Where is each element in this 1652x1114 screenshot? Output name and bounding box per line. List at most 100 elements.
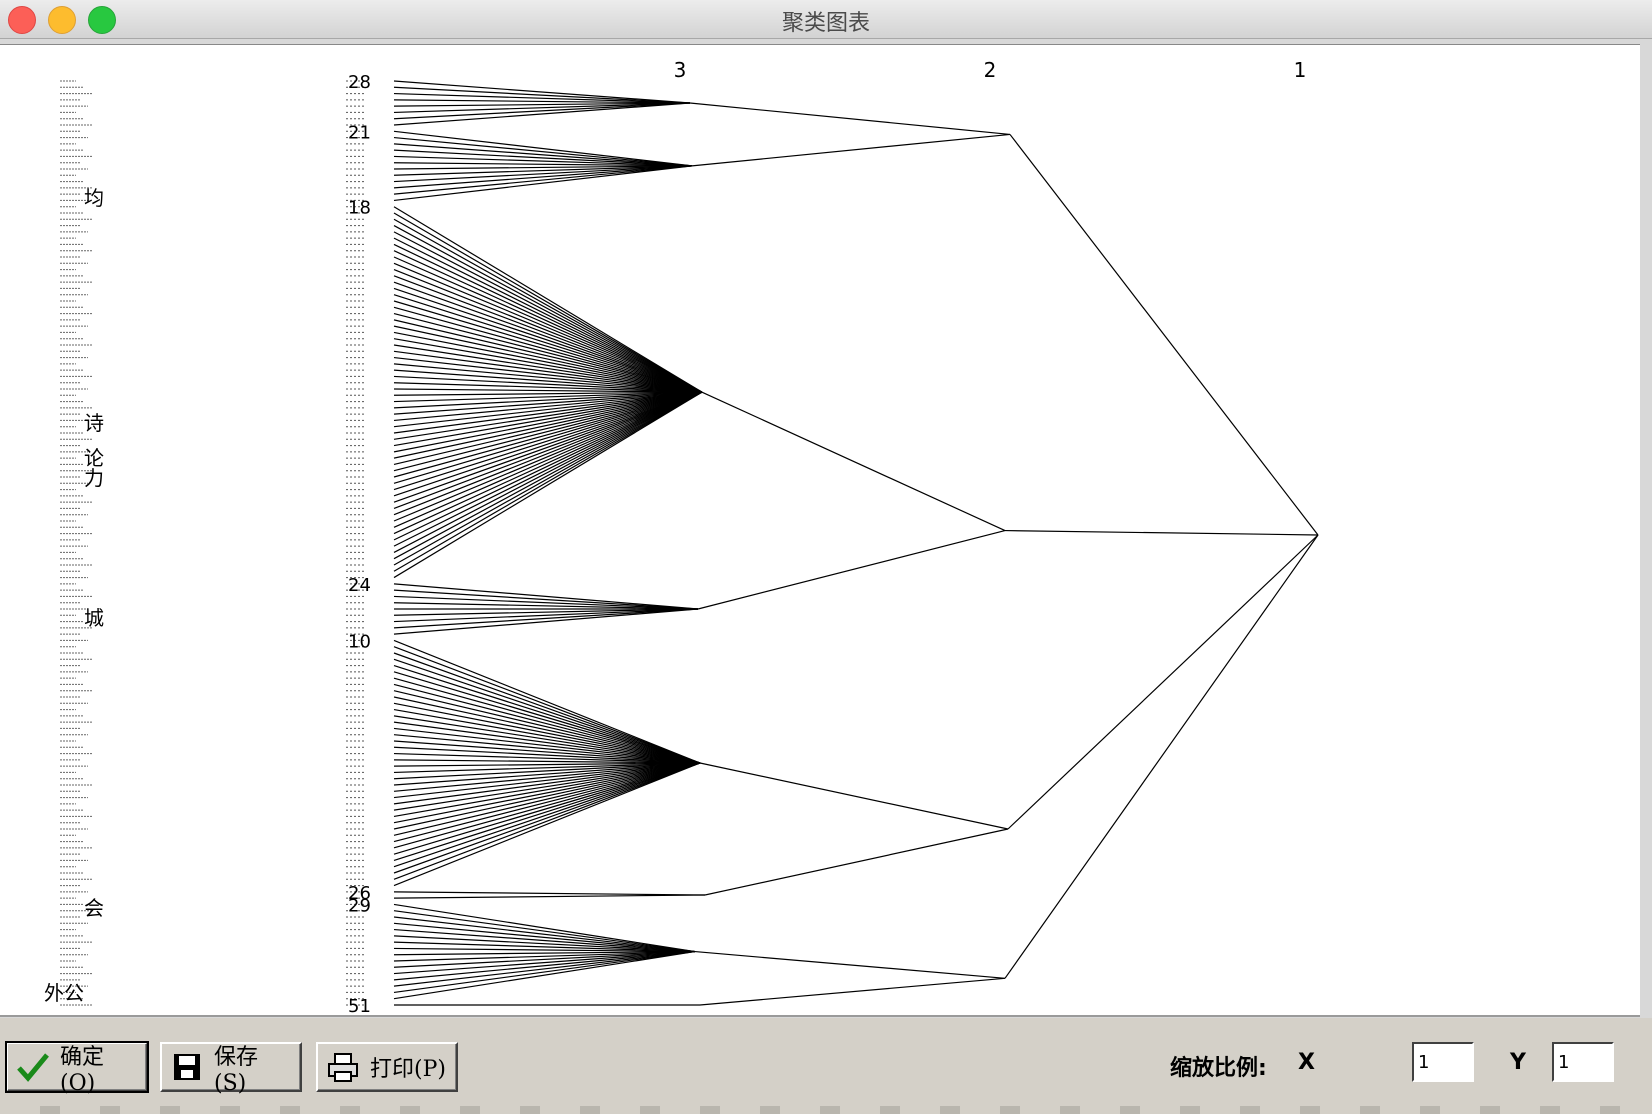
dendrogram-link [393, 331, 703, 393]
dendrogram-link [393, 762, 701, 767]
dendrogram-link [393, 350, 703, 393]
dendrogram-link [393, 950, 696, 962]
printer-icon [326, 1050, 360, 1084]
save-button[interactable]: 保存(S) [160, 1042, 302, 1096]
dendrogram-link [393, 165, 693, 170]
dendrogram-link [393, 734, 701, 764]
dendrogram-link [1004, 529, 1319, 536]
dendrogram-link [393, 950, 696, 1000]
dendrogram-link [393, 143, 693, 167]
leaf-name-label: 会 [84, 896, 104, 920]
dendrogram-link [393, 391, 703, 422]
ok-button[interactable]: 确定(O) [5, 1041, 149, 1096]
close-window-button[interactable] [8, 6, 36, 34]
dendrogram-link [393, 391, 703, 579]
minimize-window-button[interactable] [48, 6, 76, 34]
dendrogram-link [393, 319, 703, 393]
dendrogram-link [393, 721, 701, 764]
dendrogram-link [393, 231, 703, 393]
dendrogram-link [393, 740, 701, 764]
dendrogram-link [393, 391, 703, 547]
dendrogram-link [393, 312, 703, 393]
dendrogram-link [393, 683, 701, 764]
dendrogram-link [393, 165, 693, 183]
bottom-toolbar: 确定(O) 保存(S) 打印(P) 缩放比例: X Y [0, 1018, 1652, 1114]
dendrogram-link [393, 608, 699, 616]
dendrogram-link [393, 375, 703, 393]
leaf-name-label: 外公 [44, 981, 84, 1005]
dendrogram-link [393, 677, 701, 764]
dendrogram-link [393, 762, 701, 887]
dendrogram-link [393, 762, 701, 855]
dendrogram-link [699, 762, 1009, 830]
dendrogram-link [393, 608, 699, 623]
dendrogram-link [393, 762, 701, 780]
dendrogram-link [393, 947, 696, 953]
dendrogram-link [393, 391, 703, 428]
dendrogram-link [1007, 534, 1319, 830]
leaf-number-label: 21 [348, 122, 371, 143]
dendrogram-link [393, 262, 703, 393]
dendrogram-link [393, 583, 699, 610]
dendrogram-link [393, 155, 693, 167]
dendrogram-link [393, 664, 701, 764]
dendrogram-link [393, 391, 703, 415]
dendrogram-link [704, 828, 1009, 896]
zoom-window-button[interactable] [88, 6, 116, 34]
zoom-x-input[interactable] [1412, 1042, 1474, 1082]
title-bar: 聚类图表 [0, 0, 1652, 39]
dendrogram-link [393, 639, 701, 764]
zoom-y-label: Y [1510, 1050, 1526, 1075]
leaf-name-label: 论 [84, 446, 104, 470]
print-button-label: 打印(P) [370, 1057, 446, 1082]
dendrogram-link [393, 102, 691, 114]
leaf-number-label: 10 [348, 631, 371, 652]
dendrogram-link [393, 130, 693, 167]
dendrogram-link [393, 950, 696, 975]
zoom-y-input[interactable] [1552, 1042, 1614, 1082]
dendrogram-link [393, 86, 691, 104]
dendrogram-link [393, 702, 701, 764]
dendrogram-link [393, 391, 703, 560]
dendrogram-link [393, 391, 703, 409]
dendrogram-link [393, 391, 703, 466]
print-button[interactable]: 打印(P) [316, 1042, 458, 1092]
dendrogram-link [393, 80, 691, 104]
dendrogram-link [393, 762, 701, 786]
zoom-x-label: X [1298, 1050, 1315, 1075]
dendrogram-link [393, 762, 701, 849]
dendrogram-link [393, 256, 703, 393]
dendrogram-link [393, 237, 703, 393]
dendrogram-link [393, 391, 703, 403]
dendrogram-link [393, 762, 701, 868]
dendrogram-link [393, 356, 703, 393]
dendrogram-link [393, 391, 703, 572]
dendrogram-link [701, 391, 1006, 532]
dendrogram-link [393, 391, 703, 516]
leaf-number-label: 29 [348, 895, 371, 916]
dendrogram-link [393, 910, 696, 953]
leaf-number-label: 28 [348, 72, 371, 93]
dendrogram-link [393, 762, 701, 805]
dendrogram-link [393, 243, 703, 393]
dendrogram-link [393, 762, 701, 880]
dendrogram-link [393, 281, 703, 393]
dendrogram-link [393, 325, 703, 393]
dendrogram-link [393, 762, 701, 811]
dendrogram-link [393, 212, 703, 393]
dendrogram-link [393, 275, 703, 393]
dendrogram-link [393, 306, 703, 393]
dendrogram-link [393, 762, 701, 799]
dendrogram-link [699, 977, 1006, 1006]
dendrogram-link [393, 102, 691, 107]
ok-button-label: 确定(O) [60, 1044, 105, 1096]
dendrogram-link [393, 671, 701, 764]
dendrogram-link [393, 363, 703, 393]
leaf-name-label: 城 [84, 606, 104, 630]
status-strip [0, 1106, 1652, 1114]
dendrogram-link [393, 935, 696, 953]
dendrogram-link [393, 102, 691, 120]
dendrogram-link [393, 391, 703, 447]
dendrogram-link [697, 529, 1006, 610]
dendrogram-link [393, 595, 699, 610]
